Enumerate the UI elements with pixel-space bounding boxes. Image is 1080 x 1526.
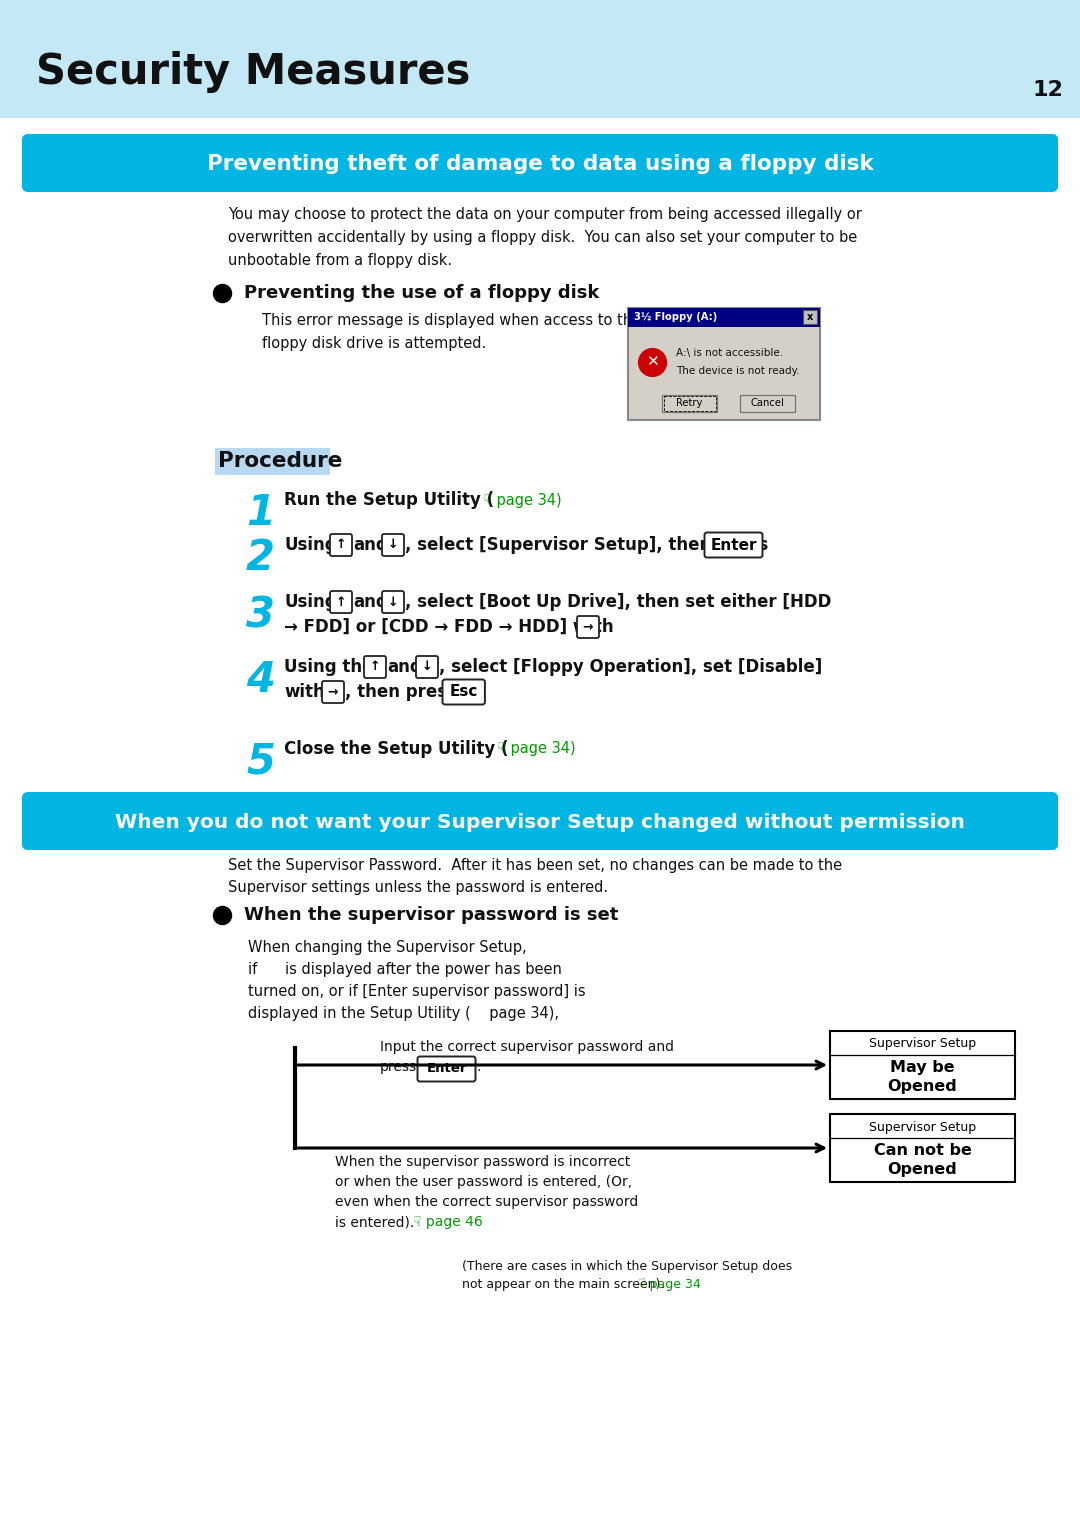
FancyBboxPatch shape	[740, 395, 795, 412]
FancyBboxPatch shape	[382, 534, 404, 555]
Text: 3: 3	[246, 594, 275, 636]
FancyBboxPatch shape	[416, 656, 438, 678]
Text: Security Measures: Security Measures	[36, 50, 471, 93]
FancyBboxPatch shape	[418, 1056, 475, 1082]
Text: and: and	[353, 594, 388, 610]
Text: Retry: Retry	[676, 398, 703, 409]
Text: Using: Using	[284, 594, 337, 610]
Text: Run the Setup Utility (: Run the Setup Utility (	[284, 491, 495, 510]
Text: →: →	[583, 621, 593, 633]
FancyBboxPatch shape	[0, 0, 1080, 118]
Text: and: and	[387, 658, 422, 676]
FancyBboxPatch shape	[215, 449, 330, 475]
Text: The device is not ready.: The device is not ready.	[676, 366, 799, 375]
Text: ↓: ↓	[388, 595, 399, 609]
Text: 4: 4	[246, 659, 275, 700]
FancyBboxPatch shape	[364, 656, 386, 678]
FancyBboxPatch shape	[330, 534, 352, 555]
Text: ↑: ↑	[336, 539, 347, 551]
Text: ↓: ↓	[388, 539, 399, 551]
Text: ↓: ↓	[422, 661, 432, 673]
Text: A:\ is not accessible.: A:\ is not accessible.	[676, 348, 783, 359]
Text: is entered).: is entered).	[335, 1215, 415, 1228]
Text: Input the correct supervisor password and: Input the correct supervisor password an…	[380, 1041, 674, 1054]
Text: → FDD] or [CDD → FDD → HDD] with: → FDD] or [CDD → FDD → HDD] with	[284, 618, 613, 636]
Text: ↑: ↑	[369, 661, 380, 673]
FancyBboxPatch shape	[577, 617, 599, 638]
Text: Preventing theft of damage to data using a floppy disk: Preventing theft of damage to data using…	[206, 154, 874, 174]
FancyBboxPatch shape	[0, 118, 1080, 1526]
Text: Procedure: Procedure	[218, 452, 342, 472]
Text: or when the user password is entered, (Or,: or when the user password is entered, (O…	[335, 1175, 632, 1189]
Text: 3½ Floppy (A:): 3½ Floppy (A:)	[634, 313, 717, 322]
Text: When changing the Supervisor Setup,: When changing the Supervisor Setup,	[248, 940, 527, 955]
Text: and: and	[353, 536, 388, 554]
Text: floppy disk drive is attempted.: floppy disk drive is attempted.	[262, 336, 486, 351]
Text: x: x	[807, 311, 812, 322]
FancyBboxPatch shape	[831, 1114, 1015, 1183]
Text: Enter: Enter	[427, 1062, 467, 1076]
Text: ☟ page 34): ☟ page 34)	[483, 493, 562, 508]
Text: with: with	[284, 684, 325, 700]
Text: 1: 1	[246, 491, 275, 534]
Text: press: press	[380, 1061, 417, 1074]
Text: →: →	[327, 685, 338, 699]
Text: ✕: ✕	[646, 354, 659, 369]
Text: .: .	[476, 1061, 481, 1074]
FancyBboxPatch shape	[330, 591, 352, 613]
Text: ☟ page 34: ☟ page 34	[638, 1277, 701, 1291]
FancyBboxPatch shape	[627, 308, 820, 420]
Text: , select [Boot Up Drive], then set either [HDD: , select [Boot Up Drive], then set eithe…	[405, 594, 832, 610]
Text: When the supervisor password is incorrect: When the supervisor password is incorrec…	[335, 1155, 631, 1169]
Text: , select [Floppy Operation], set [Disable]: , select [Floppy Operation], set [Disabl…	[438, 658, 822, 676]
Text: Preventing the use of a floppy disk: Preventing the use of a floppy disk	[244, 284, 599, 302]
Text: (There are cases in which the Supervisor Setup does: (There are cases in which the Supervisor…	[462, 1260, 792, 1273]
FancyBboxPatch shape	[382, 591, 404, 613]
Text: Close the Setup Utility (: Close the Setup Utility (	[284, 740, 509, 758]
Text: Can not be
Opened: Can not be Opened	[874, 1143, 971, 1177]
Text: if      is displayed after the power has been: if is displayed after the power has been	[248, 961, 562, 977]
FancyBboxPatch shape	[22, 792, 1058, 850]
FancyBboxPatch shape	[443, 679, 485, 705]
Text: When the supervisor password is set: When the supervisor password is set	[244, 906, 619, 925]
FancyBboxPatch shape	[704, 533, 762, 557]
Text: overwritten accidentally by using a floppy disk.  You can also set your computer: overwritten accidentally by using a flop…	[228, 230, 858, 246]
Text: 5: 5	[246, 742, 275, 783]
Text: Set the Supervisor Password.  After it has been set, no changes can be made to t: Set the Supervisor Password. After it ha…	[228, 858, 842, 873]
FancyBboxPatch shape	[802, 310, 816, 324]
Text: , select [Supervisor Setup], then press: , select [Supervisor Setup], then press	[405, 536, 768, 554]
Text: Supervisor Setup: Supervisor Setup	[869, 1120, 976, 1134]
Text: , then press: , then press	[345, 684, 457, 700]
Text: ☟ page 34): ☟ page 34)	[497, 742, 576, 757]
Text: Enter: Enter	[711, 537, 757, 552]
Text: Cancel: Cancel	[751, 398, 784, 409]
Text: even when the correct supervisor password: even when the correct supervisor passwor…	[335, 1195, 638, 1209]
Text: ☟ page 46: ☟ page 46	[413, 1215, 483, 1228]
Text: not appear on the main screen).: not appear on the main screen).	[462, 1277, 664, 1291]
Text: You may choose to protect the data on your computer from being accessed illegall: You may choose to protect the data on yo…	[228, 208, 862, 221]
Text: 12: 12	[1032, 79, 1064, 101]
Text: Supervisor Setup: Supervisor Setup	[869, 1038, 976, 1050]
FancyBboxPatch shape	[22, 134, 1058, 192]
Text: ↑: ↑	[336, 595, 347, 609]
FancyBboxPatch shape	[831, 1032, 1015, 1099]
Text: Esc: Esc	[449, 685, 477, 699]
Text: Using the: Using the	[284, 658, 374, 676]
Text: 2: 2	[246, 537, 275, 578]
Text: displayed in the Setup Utility (    page 34),: displayed in the Setup Utility ( page 34…	[248, 1006, 559, 1021]
Text: This error message is displayed when access to the: This error message is displayed when acc…	[262, 313, 642, 328]
Text: Using: Using	[284, 536, 337, 554]
Text: May be
Opened: May be Opened	[888, 1061, 957, 1094]
FancyBboxPatch shape	[662, 395, 717, 412]
Text: Supervisor settings unless the password is entered.: Supervisor settings unless the password …	[228, 881, 608, 896]
Text: When you do not want your Supervisor Setup changed without permission: When you do not want your Supervisor Set…	[116, 812, 964, 832]
Text: unbootable from a floppy disk.: unbootable from a floppy disk.	[228, 253, 453, 269]
Text: turned on, or if [Enter supervisor password] is: turned on, or if [Enter supervisor passw…	[248, 984, 585, 1000]
FancyBboxPatch shape	[322, 681, 345, 703]
FancyBboxPatch shape	[627, 308, 820, 327]
